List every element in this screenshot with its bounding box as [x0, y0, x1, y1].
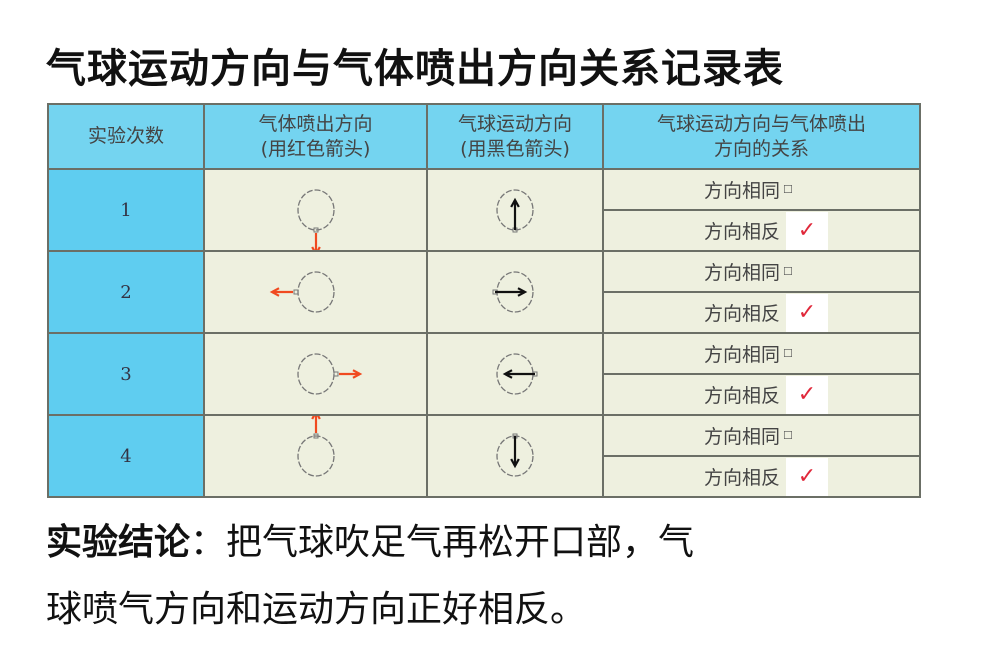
checkbox-empty: ☐ [783, 347, 793, 360]
motion-direction-cell [426, 250, 604, 334]
option-same: 方向相同 ☐ [602, 332, 921, 375]
table-row: 1 方向相同 ☐ [47, 168, 921, 252]
table-subrow: 方向相反 ✓ [48, 291, 921, 334]
option-opposite: 方向相反 ✓ [602, 373, 921, 416]
balloon-outline [296, 435, 335, 477]
conclusion-label: 实验结论 [46, 522, 191, 563]
balloon-nozzle [333, 371, 338, 377]
arrow-head [510, 197, 520, 208]
balloon-nozzle [293, 289, 298, 295]
balloon-diagram [496, 353, 538, 395]
arrow-head [310, 416, 321, 420]
checkbox-empty: ☐ [783, 265, 793, 278]
motion-direction-cell [426, 168, 604, 252]
motion-direction-cell [426, 414, 604, 498]
balloon-diagram [296, 416, 335, 477]
table-row: 2 方向相同 ☐ [47, 250, 921, 334]
motion-direction-cell [426, 332, 604, 416]
arrow-head [269, 287, 280, 297]
balloon-diagram [496, 433, 534, 477]
balloon-nozzle [313, 433, 318, 439]
option-label: 方向相同 [704, 344, 781, 366]
option-label: 方向相反 [704, 467, 781, 489]
arrow-head [510, 458, 520, 469]
header-text: 气体喷出方向 [258, 112, 373, 135]
column-header: 气球运动方向与气体喷出 方向的关系 [602, 103, 921, 170]
arrow-head [502, 369, 513, 379]
check-mark: ✓ [786, 211, 829, 250]
option-label: 方向相反 [704, 221, 781, 243]
checkbox-empty: ☐ [783, 183, 793, 196]
arrow-head [351, 369, 362, 379]
header-text: (用红色箭头) [260, 137, 371, 160]
balloon-outline [296, 189, 335, 231]
table-subrow: 方向相反 ✓ [48, 209, 921, 252]
option-same: 方向相同 ☐ [602, 250, 921, 293]
table-subrow: 方向相反 ✓ [48, 455, 921, 498]
option-opposite: 方向相反 ✓ [602, 455, 921, 498]
check-mark: ✓ [786, 375, 829, 414]
header-text: (用黑色箭头) [460, 137, 570, 160]
column-header: 实验次数 [47, 103, 205, 170]
option-label: 方向相同 [704, 262, 781, 284]
header-text: 气球运动方向与气体喷出 [656, 112, 866, 135]
record-table: 实验次数 气体喷出方向 (用红色箭头) 气球运动方向 (用黑色箭头) 气球运动方向与气体喷… [47, 103, 921, 498]
option-label: 方向相反 [704, 385, 781, 407]
check-mark: ✓ [786, 293, 829, 332]
table-subrow: 方向相反 ✓ [48, 373, 921, 416]
balloon-outline [296, 353, 335, 395]
conclusion-line-1: 实验结论：把气球吹足气再松开口部，气 [46, 522, 695, 563]
balloon-diagram [269, 271, 335, 313]
balloon-diagram [296, 189, 335, 250]
gas-direction-cell [203, 332, 428, 416]
header-text: 实验次数 [87, 125, 164, 147]
column-header: 气球运动方向 (用黑色箭头) [426, 103, 604, 170]
conclusion-line-2: 球喷气方向和运动方向正好相反。 [46, 589, 587, 630]
gas-direction-cell [203, 414, 428, 498]
option-same: 方向相同 ☐ [602, 168, 921, 211]
balloon-diagram [492, 271, 534, 313]
option-label: 方向相同 [704, 180, 781, 202]
trial-number: 2 [47, 250, 205, 334]
balloon-nozzle [313, 227, 318, 233]
header-text: 气球运动方向 [457, 112, 572, 135]
arrow-head [310, 246, 321, 250]
page-title: 气球运动方向与气体喷出方向关系记录表 [46, 46, 784, 92]
balloon-diagram [296, 353, 362, 395]
option-label: 方向相反 [704, 303, 781, 325]
option-label: 方向相同 [704, 426, 781, 448]
column-header: 气体喷出方向 (用红色箭头) [203, 103, 428, 170]
checkbox-empty: ☐ [783, 429, 793, 442]
trial-number: 1 [47, 168, 205, 252]
option-opposite: 方向相反 ✓ [602, 209, 921, 252]
balloon-diagram [496, 189, 534, 233]
gas-direction-cell [203, 250, 428, 334]
option-opposite: 方向相反 ✓ [602, 291, 921, 334]
check-mark: ✓ [786, 457, 829, 496]
gas-direction-cell [203, 168, 428, 252]
table-row: 3 方向相同 ☐ [47, 332, 921, 416]
balloon-outline [296, 271, 335, 313]
trial-number: 4 [47, 414, 205, 498]
table-row: 4 方向相同 ☐ [47, 414, 921, 498]
option-same: 方向相同 ☐ [602, 414, 921, 457]
trial-number: 3 [47, 332, 205, 416]
arrow-head [517, 287, 528, 297]
header-text: 方向的关系 [713, 137, 809, 160]
